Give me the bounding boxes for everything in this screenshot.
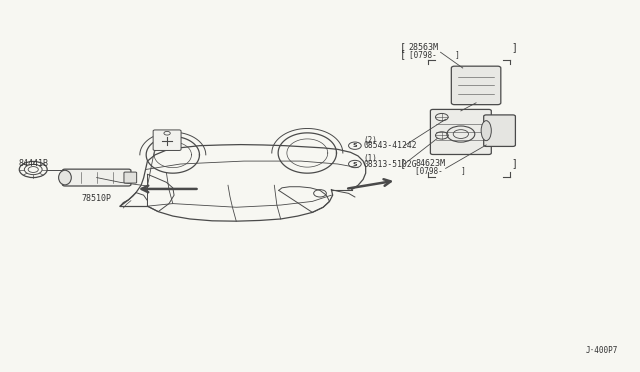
Ellipse shape: [59, 170, 71, 185]
Text: [: [: [400, 42, 406, 52]
Ellipse shape: [481, 121, 492, 141]
FancyBboxPatch shape: [451, 66, 501, 105]
FancyBboxPatch shape: [63, 169, 131, 186]
Text: [: [: [400, 49, 406, 59]
Text: 08313-5102G: 08313-5102G: [363, 160, 417, 169]
Text: J·400P7: J·400P7: [586, 346, 618, 355]
Text: S: S: [353, 143, 357, 148]
Text: 84441B: 84441B: [18, 158, 48, 167]
Text: [0798-    ]: [0798- ]: [409, 50, 460, 59]
Text: 78510P: 78510P: [82, 194, 111, 203]
Text: ]: ]: [511, 158, 518, 169]
Text: ]: ]: [511, 42, 518, 52]
Text: (2): (2): [363, 136, 377, 145]
Text: (1): (1): [363, 154, 377, 163]
Text: [: [: [400, 158, 406, 169]
Text: [0798-    ]: [0798- ]: [415, 166, 466, 175]
FancyBboxPatch shape: [430, 109, 492, 154]
Text: 08543-41242: 08543-41242: [363, 141, 417, 150]
FancyBboxPatch shape: [124, 172, 137, 183]
Text: 28563M: 28563M: [409, 43, 439, 52]
Text: S: S: [353, 161, 357, 167]
FancyBboxPatch shape: [484, 115, 515, 147]
Text: 84623M: 84623M: [415, 160, 445, 169]
FancyBboxPatch shape: [153, 130, 181, 150]
